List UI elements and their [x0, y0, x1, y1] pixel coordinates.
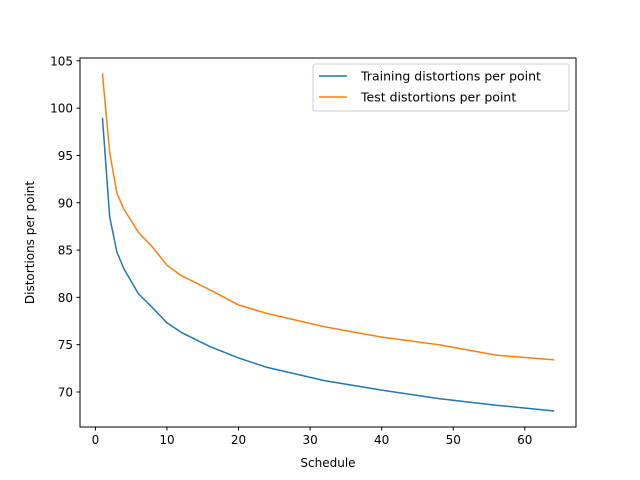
x-tick-label: 20 — [231, 433, 246, 447]
legend-label-training: Training distortions per point — [360, 69, 541, 84]
y-tick-label: 105 — [50, 54, 73, 68]
y-tick-label: 85 — [58, 244, 73, 258]
y-tick-label: 90 — [58, 196, 73, 210]
plot-area-frame — [79, 57, 577, 428]
series-line-test — [101, 73, 555, 361]
legend-label-test: Test distortions per point — [360, 90, 516, 105]
x-tick-label: 0 — [92, 433, 100, 447]
x-tick-label: 50 — [446, 433, 461, 447]
y-tick-label: 100 — [50, 102, 73, 116]
y-axis-title: Distortions per point — [23, 181, 37, 305]
series-layer — [101, 73, 555, 412]
series-line-training — [101, 117, 555, 412]
y-tick-label: 75 — [58, 338, 73, 352]
x-tick-label: 60 — [517, 433, 532, 447]
x-tick-label: 30 — [302, 433, 317, 447]
x-tick-label: 40 — [374, 433, 389, 447]
legend-box — [312, 63, 570, 112]
y-tick-label: 80 — [58, 291, 73, 305]
x-axis-title: Schedule — [300, 456, 355, 470]
x-tick-label: 10 — [159, 433, 174, 447]
legend: Training distortions per point Test dist… — [312, 63, 570, 112]
y-tick-label: 70 — [58, 385, 73, 399]
x-axis: 0 10 20 30 40 50 60 — [92, 427, 532, 447]
y-tick-label: 95 — [58, 149, 73, 163]
y-axis: 70 75 80 85 90 95 100 105 — [50, 54, 80, 399]
